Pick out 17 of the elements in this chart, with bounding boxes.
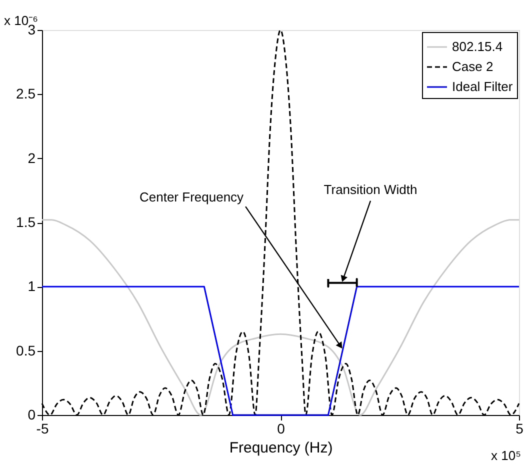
legend-label: 802.15.4 <box>452 39 503 54</box>
annotation: Center Frequency <box>139 190 244 205</box>
x-axis-title: Frequency (Hz) <box>229 440 333 456</box>
y-tick-label: 2.5 <box>16 86 36 102</box>
annotation: Transition Width <box>324 182 418 197</box>
y-tick-label: 0.5 <box>16 342 36 358</box>
text: x 10⁵ <box>491 448 521 463</box>
y-tick-label: 2 <box>28 150 36 166</box>
x-tick-label: 5 <box>516 420 524 436</box>
x-tick-label: 0 <box>277 420 286 436</box>
y-tick-label: 3 <box>28 22 36 38</box>
x-tick-label: -5 <box>36 420 49 436</box>
legend-label: Case 2 <box>452 59 494 74</box>
legend-label: Ideal Filter <box>452 79 514 94</box>
y-tick-label: 1 <box>28 278 36 294</box>
y-tick-label: 0 <box>28 406 36 422</box>
y-tick-label: 1.5 <box>16 214 36 230</box>
